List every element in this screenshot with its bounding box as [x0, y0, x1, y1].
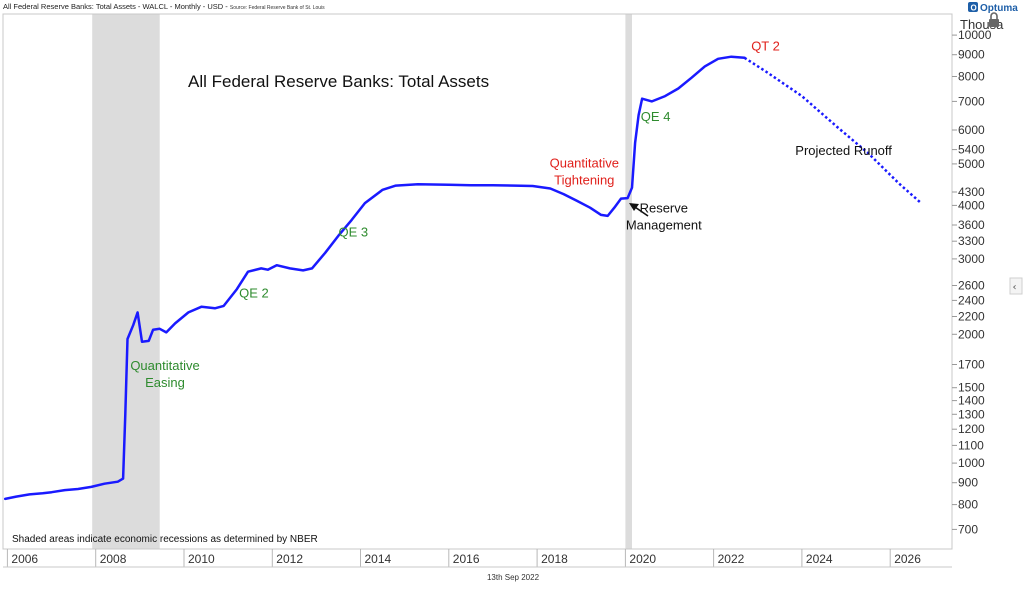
x-tick-label: 2020	[629, 552, 656, 566]
annotation-line: Management	[626, 218, 702, 233]
annotation-line: Quantitative	[130, 358, 199, 373]
y-tick-label: 1100	[958, 438, 984, 452]
annotation-line: Tightening	[554, 173, 614, 188]
annotation-label: QE 3	[339, 225, 369, 240]
x-tick-label: 2016	[453, 552, 480, 566]
annotation-line: Reserve	[640, 201, 688, 216]
total-assets-line	[3, 55, 746, 501]
annotation-label: QE 2	[239, 285, 269, 300]
x-tick-label: 2010	[188, 552, 215, 566]
y-tick-label: 5400	[958, 143, 985, 157]
x-tick-label: 2022	[718, 552, 745, 566]
y-tick-label: 1500	[958, 381, 985, 395]
capture-date: 13th Sep 2022	[487, 573, 540, 582]
brand-icon-letter: O	[971, 4, 977, 13]
x-tick-label: 2008	[100, 552, 127, 566]
projected-runoff-line	[743, 56, 922, 205]
y-tick-label: 3300	[958, 234, 985, 248]
y-tick-label: 700	[958, 522, 978, 536]
y-tick-label: 9000	[958, 48, 985, 62]
y-tick-label: 1300	[958, 407, 985, 421]
annotations: QT 2 QE 4 Projected Runoff Quantitative Tigh…	[130, 39, 892, 390]
annotation-line: QE 3	[339, 225, 369, 240]
y-tick-label: 2000	[958, 327, 985, 341]
collapse-handle-box	[1009, 277, 1023, 295]
x-tick-label: 2014	[365, 552, 392, 566]
recession-band	[625, 14, 632, 549]
y-tick-label: 10000	[958, 28, 992, 42]
y-tick-label: 800	[958, 498, 978, 512]
series-lines	[3, 55, 922, 501]
y-tick-label: 1700	[958, 358, 985, 372]
x-tick-label: 2018	[541, 552, 568, 566]
annotation-line: QT 2	[751, 39, 780, 54]
lock-shackle	[990, 12, 998, 19]
reserve-management-arrow	[629, 203, 649, 217]
annotation-line: Projected Runoff	[795, 143, 892, 158]
x-axis-ticks: 2006 2008 2010 2012 2014 2016 2018 2020 2022 2024…	[6, 549, 921, 567]
lock-icon[interactable]	[989, 12, 999, 27]
panel-collapse-handle[interactable]: ‹	[1009, 277, 1023, 295]
brand-logo: O Optuma	[968, 2, 1018, 14]
y-tick-label: 3600	[958, 218, 985, 232]
series-title: All Federal Reserve Banks: Total Assets …	[3, 2, 325, 11]
x-tick-label: 2024	[806, 552, 833, 566]
recession-note: Shaded areas indicate economic recession…	[12, 534, 318, 545]
x-tick-label: 2012	[276, 552, 303, 566]
annotation-line: QE 2	[239, 285, 269, 300]
annotation-label: Quantitative Tightening	[550, 156, 619, 188]
annotation-line: Easing	[145, 375, 185, 390]
y-tick-label: 6000	[958, 123, 985, 137]
annotation-label: QE 4	[641, 109, 671, 124]
brand-name: Optuma	[980, 3, 1018, 14]
annotation-line: QE 4	[641, 109, 671, 124]
y-tick-label: 1200	[958, 422, 985, 436]
y-tick-label: 2200	[958, 310, 985, 324]
arrow-head	[629, 203, 639, 211]
chart-title: All Federal Reserve Banks: Total Assets	[188, 72, 489, 91]
y-tick-label: 8000	[958, 70, 985, 84]
x-tick-label: 2026	[894, 552, 921, 566]
y-tick-label: 900	[958, 476, 978, 490]
lock-body	[989, 19, 999, 27]
annotation-label: Reserve Management	[626, 201, 702, 233]
y-tick-label: 2600	[958, 279, 985, 293]
annotation-line: Quantitative	[550, 156, 619, 171]
recession-bands	[92, 14, 632, 549]
y-tick-label: 7000	[958, 94, 985, 108]
recession-band	[92, 14, 160, 549]
x-tick-label: 2006	[11, 552, 38, 566]
y-tick-label: 1000	[958, 456, 985, 470]
y-tick-label: 2400	[958, 293, 985, 307]
brand-icon	[968, 2, 978, 12]
y-tick-label: 4300	[958, 185, 985, 199]
y-tick-label: 1400	[958, 394, 985, 408]
annotation-label: Projected Runoff	[795, 143, 892, 158]
y-tick-label: 3000	[958, 252, 985, 266]
annotation-label: QT 2	[751, 39, 780, 54]
y-tick-label: 5000	[958, 157, 985, 171]
y-tick-label: 4000	[958, 198, 985, 212]
chevron-left-icon: ‹	[1013, 282, 1017, 293]
annotation-label: Quantitative Easing	[130, 358, 199, 390]
